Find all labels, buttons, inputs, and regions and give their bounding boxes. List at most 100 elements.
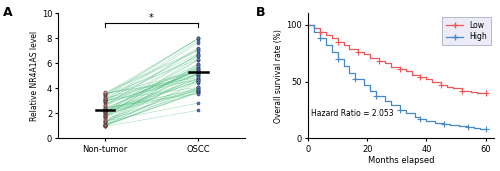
Point — [194, 91, 202, 94]
X-axis label: Months elapsed: Months elapsed — [368, 156, 434, 166]
Point — [194, 70, 202, 73]
Point — [194, 90, 202, 93]
High — [441, 123, 447, 125]
Point — [101, 114, 109, 116]
Point — [101, 99, 109, 102]
Point — [101, 102, 109, 105]
Point — [194, 71, 202, 74]
Point — [194, 87, 202, 90]
Point — [101, 115, 109, 117]
Point — [101, 107, 109, 110]
Point — [101, 99, 109, 102]
High — [346, 71, 352, 74]
Y-axis label: Relative NR4A1AS level: Relative NR4A1AS level — [30, 31, 39, 121]
Point — [101, 100, 109, 102]
Point — [194, 77, 202, 80]
Point — [194, 77, 202, 80]
Point — [194, 37, 202, 40]
Point — [101, 104, 109, 107]
Point — [194, 59, 202, 61]
High — [402, 112, 408, 114]
Point — [194, 70, 202, 73]
Point — [101, 108, 109, 111]
Point — [101, 125, 109, 128]
Point — [194, 88, 202, 91]
Low — [305, 24, 311, 26]
Point — [194, 39, 202, 42]
Point — [194, 37, 202, 40]
Point — [101, 92, 109, 95]
Point — [101, 112, 109, 115]
Point — [101, 106, 109, 108]
Point — [194, 65, 202, 68]
Point — [101, 93, 109, 95]
Point — [101, 106, 109, 109]
Point — [101, 124, 109, 127]
Point — [101, 109, 109, 112]
Point — [194, 67, 202, 69]
Low — [482, 92, 488, 94]
Point — [101, 115, 109, 118]
Text: *: * — [149, 13, 154, 23]
Point — [194, 62, 202, 65]
Point — [194, 79, 202, 82]
Point — [101, 91, 109, 94]
Point — [194, 55, 202, 58]
Point — [194, 72, 202, 75]
Point — [194, 87, 202, 90]
High — [418, 116, 424, 118]
Point — [194, 80, 202, 82]
Point — [194, 52, 202, 55]
Point — [194, 46, 202, 49]
Low — [459, 90, 465, 92]
Point — [101, 107, 109, 110]
Point — [101, 92, 109, 95]
Point — [101, 121, 109, 123]
Point — [101, 97, 109, 100]
High — [482, 128, 488, 130]
Point — [194, 47, 202, 50]
Low — [408, 70, 414, 72]
Point — [101, 109, 109, 112]
Text: B: B — [256, 6, 266, 19]
Point — [101, 111, 109, 114]
Low — [474, 92, 480, 94]
Point — [194, 79, 202, 82]
Point — [194, 91, 202, 94]
Point — [194, 79, 202, 82]
Point — [101, 119, 109, 122]
Point — [194, 91, 202, 94]
Point — [101, 115, 109, 118]
Point — [194, 109, 202, 112]
Point — [194, 86, 202, 89]
Point — [101, 124, 109, 127]
Point — [101, 124, 109, 127]
Point — [194, 64, 202, 67]
Point — [194, 75, 202, 77]
Point — [194, 68, 202, 71]
Point — [194, 89, 202, 91]
Legend: Low, High: Low, High — [442, 17, 490, 45]
Point — [194, 58, 202, 61]
Point — [101, 111, 109, 114]
Point — [194, 92, 202, 95]
Low — [346, 48, 352, 50]
Point — [101, 99, 109, 102]
Point — [101, 123, 109, 126]
High — [476, 128, 482, 130]
Point — [194, 81, 202, 84]
Point — [101, 120, 109, 123]
Point — [194, 88, 202, 91]
Point — [101, 104, 109, 107]
Point — [101, 123, 109, 126]
Low — [438, 84, 444, 86]
Point — [194, 74, 202, 76]
Point — [101, 111, 109, 114]
Point — [101, 103, 109, 106]
Point — [194, 76, 202, 79]
Point — [194, 37, 202, 40]
Y-axis label: Overall survival rate (%): Overall survival rate (%) — [274, 29, 283, 123]
Point — [194, 81, 202, 83]
Point — [194, 72, 202, 75]
Point — [194, 52, 202, 55]
